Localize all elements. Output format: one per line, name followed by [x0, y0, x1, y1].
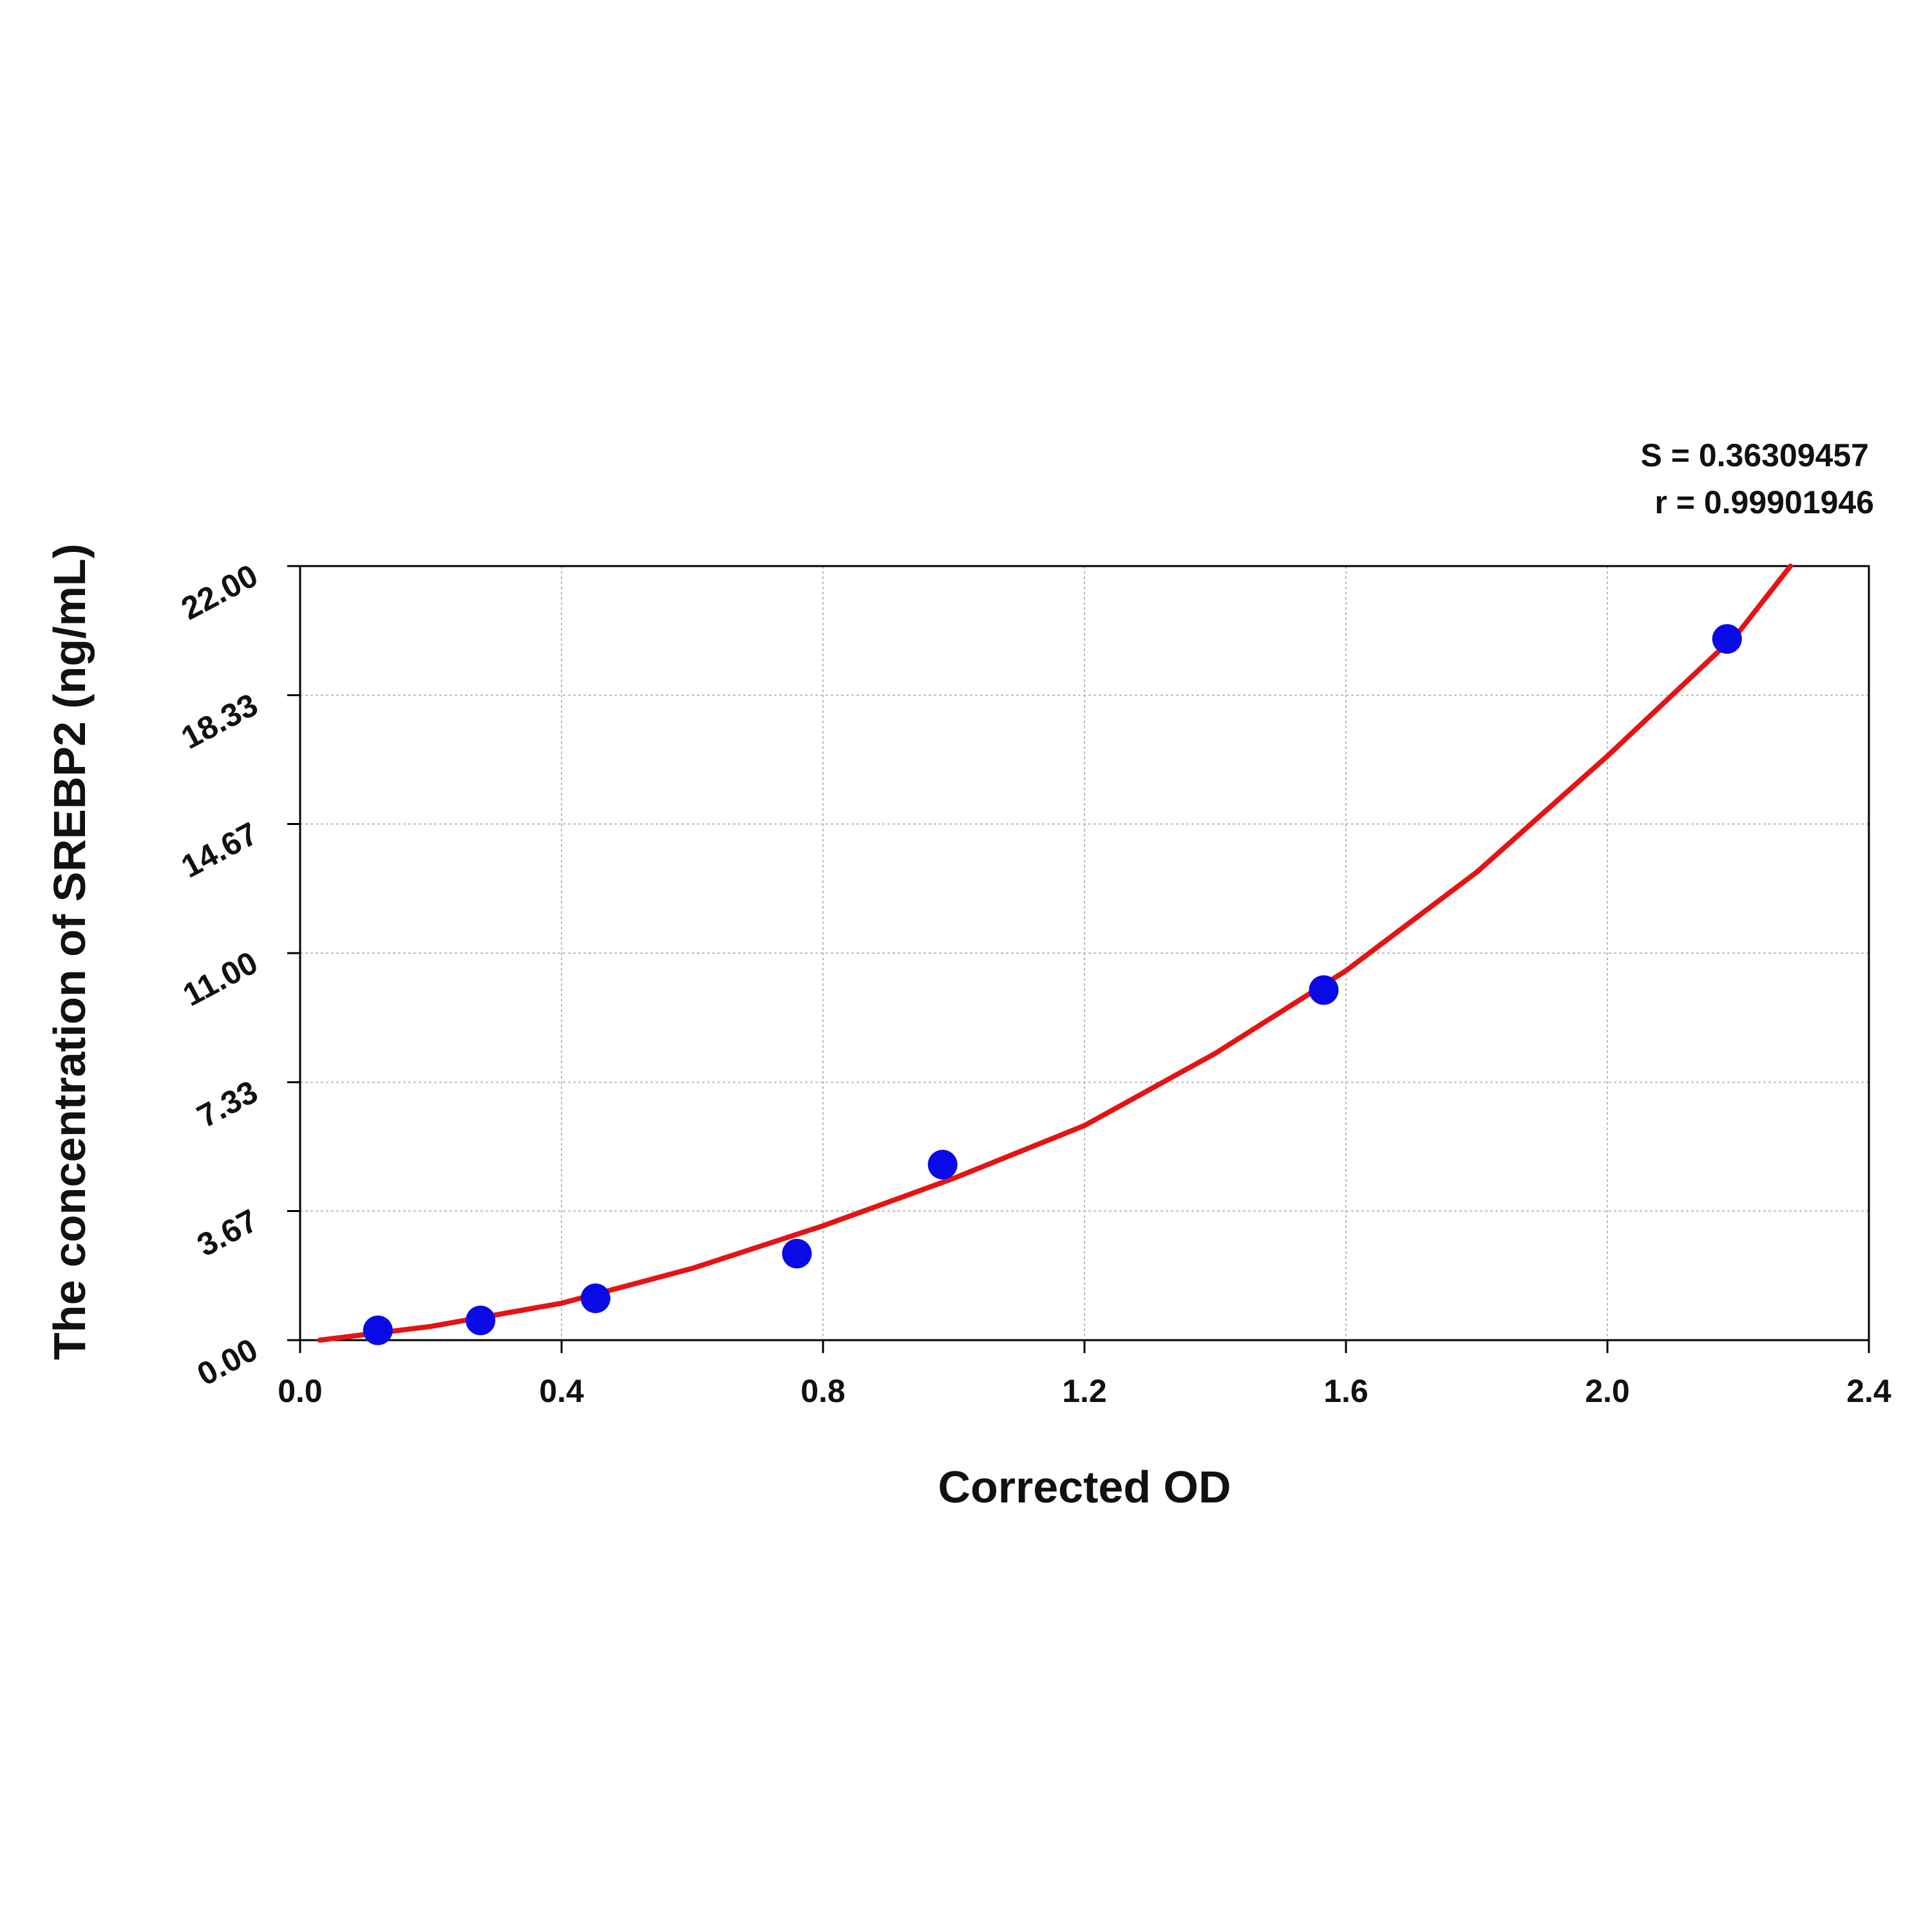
x-tick-label: 2.0: [1585, 1373, 1630, 1409]
plot-frame: [299, 565, 1870, 1341]
x-tick-label: 1.6: [1323, 1373, 1368, 1409]
data-point: [466, 1305, 496, 1336]
y-tick-label: 14.67: [175, 815, 263, 885]
data-point: [782, 1238, 812, 1269]
y-tick-label: 7.33: [191, 1074, 263, 1135]
fit-curve: [317, 564, 1794, 1343]
x-tick-label: 0.8: [800, 1373, 846, 1409]
annotation: S = 0.36309457: [1641, 437, 1870, 473]
annotation: r = 0.99901946: [1654, 484, 1874, 520]
x-tick-label: 0.4: [539, 1373, 584, 1409]
data-point: [1309, 975, 1339, 1005]
x-tick-label: 2.4: [1846, 1373, 1891, 1409]
x-tick-label: 0.0: [278, 1373, 323, 1409]
data-point: [580, 1283, 611, 1313]
y-tick-label: 11.00: [177, 944, 263, 1013]
y-tick-label: 22.00: [175, 557, 263, 627]
y-tick-label: 3.67: [191, 1202, 263, 1264]
data-point: [927, 1150, 958, 1180]
data-point: [1712, 624, 1742, 654]
x-tick-label: 1.2: [1062, 1373, 1107, 1409]
data-point: [363, 1315, 393, 1345]
y-tick-label: 0.00: [191, 1331, 263, 1392]
y-axis-title: The concentration of SREBP2 (ng/mL): [44, 544, 95, 1360]
y-tick-label: 18.33: [175, 687, 263, 756]
x-axis-title: Corrected OD: [938, 1462, 1231, 1512]
